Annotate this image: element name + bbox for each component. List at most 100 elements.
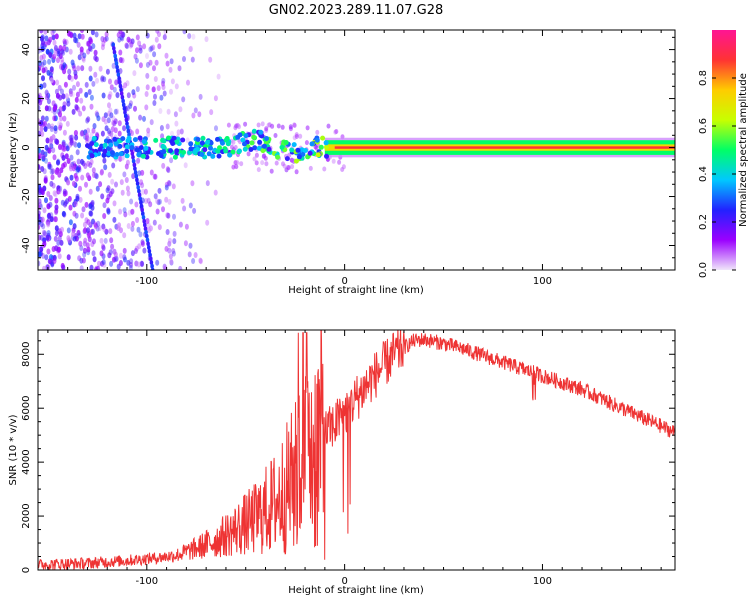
noise-cell (68, 48, 73, 55)
noise-cell (140, 169, 145, 176)
noise-cell (93, 71, 98, 78)
carrier-cell (283, 140, 289, 145)
noise-cell (91, 43, 96, 50)
noise-cell (69, 139, 74, 146)
noise-cell (193, 107, 198, 114)
noise-cell (122, 207, 127, 214)
carrier-cell (243, 133, 249, 139)
noise-cell (66, 179, 71, 186)
noise-cell (91, 250, 96, 257)
noise-cell (155, 259, 160, 266)
noise-cell (138, 114, 143, 121)
carrier-cell (132, 137, 138, 143)
noise-cell (38, 164, 41, 171)
noise-cell (188, 46, 193, 53)
x-tick-label: 0 (341, 276, 347, 287)
noise-cell (164, 196, 169, 203)
noise-cell (67, 68, 72, 75)
noise-cell (73, 172, 78, 179)
noise-cell (157, 198, 162, 205)
carrier-cell (106, 151, 112, 156)
carrier-cell (161, 149, 167, 155)
noise-cell (98, 181, 103, 188)
noise-cell (74, 129, 78, 136)
noise-cell (69, 90, 73, 97)
noise-cell (162, 34, 167, 41)
noise-cell (66, 254, 71, 261)
carrier-cell (242, 146, 248, 152)
noise-cell (88, 162, 93, 169)
noise-cell (71, 231, 76, 237)
noise-cell (178, 106, 183, 113)
noise-cell (288, 124, 293, 130)
noise-cell (164, 52, 169, 59)
carrier-cell (89, 153, 95, 159)
noise-cell (108, 91, 113, 98)
noise-cell (59, 239, 64, 246)
noise-cell (186, 79, 190, 86)
noise-cell (103, 112, 108, 119)
noise-cell (79, 265, 84, 270)
noise-cell (190, 180, 195, 187)
carrier-cell (93, 142, 99, 148)
noise-cell (176, 129, 181, 136)
carrier-cell (206, 151, 212, 157)
noise-cell (44, 115, 49, 122)
noise-cell (64, 39, 69, 46)
carrier-cell (324, 144, 329, 150)
noise-cell (43, 177, 48, 184)
noise-cell (167, 240, 172, 247)
carrier-cell (136, 152, 142, 158)
noise-cell (57, 84, 62, 91)
noise-cell (83, 227, 88, 234)
noise-cell (187, 33, 192, 39)
noise-cell (153, 93, 157, 100)
noise-cell (331, 158, 336, 164)
noise-cell (74, 96, 79, 103)
carrier-cell (237, 148, 242, 154)
noise-cell (105, 187, 110, 194)
noise-cell (292, 123, 297, 128)
noise-cell (169, 58, 174, 65)
noise-cell (180, 197, 185, 204)
noise-cell (124, 163, 129, 170)
colorbar-ticks: 0.0 0.2 0.4 0.6 0.8 (698, 70, 736, 278)
noise-cell (141, 188, 146, 195)
noise-cell (40, 115, 45, 122)
noise-cell (166, 167, 171, 174)
noise-cell (114, 181, 118, 188)
noise-cell (109, 131, 114, 137)
noise-cell (67, 237, 72, 244)
noise-cell (53, 235, 58, 242)
noise-cell (187, 251, 192, 258)
noise-cell (38, 147, 41, 154)
noise-cell (216, 73, 221, 80)
noise-cell (38, 198, 42, 205)
y-tick-label: 0 (21, 567, 32, 573)
streak-cell (115, 64, 119, 70)
noise-cell (49, 66, 54, 73)
noise-cell (53, 216, 58, 223)
noise-cell (61, 210, 66, 217)
streak-cell (112, 49, 117, 55)
noise-cell (62, 188, 67, 195)
noise-cell (94, 31, 99, 38)
noise-cell (58, 122, 63, 129)
noise-cell (153, 173, 158, 180)
streak-cell (139, 199, 143, 205)
streak-cell (150, 263, 154, 269)
noise-cell (115, 108, 120, 115)
noise-cell (93, 223, 98, 230)
noise-cell (136, 157, 141, 164)
noise-cell (122, 171, 127, 178)
noise-cell (152, 65, 156, 72)
carrier-cell (320, 135, 326, 141)
noise-cell (165, 123, 170, 130)
noise-cell (156, 199, 161, 206)
noise-cell (164, 245, 169, 252)
carrier-cell (302, 148, 308, 153)
noise-cell (149, 45, 154, 52)
noise-cell (152, 173, 157, 180)
noise-cell (209, 109, 214, 116)
noise-cell (120, 189, 125, 196)
